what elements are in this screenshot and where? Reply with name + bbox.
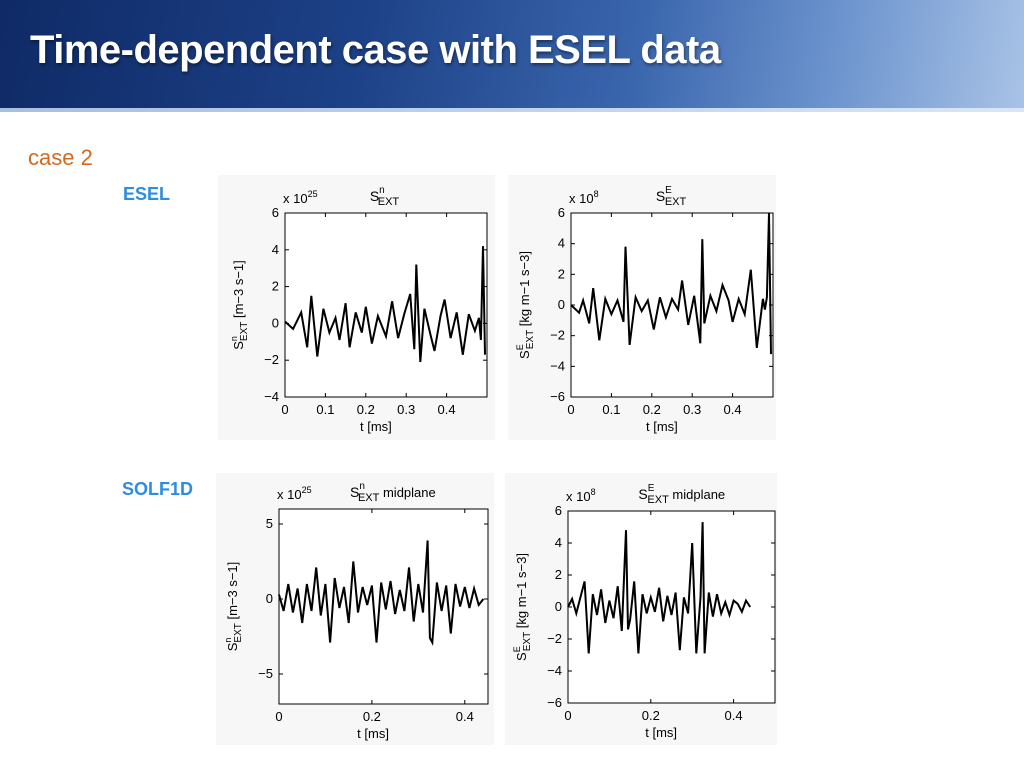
x-tick-label: 0.2 — [357, 402, 375, 417]
x-axis-label: t [ms] — [360, 419, 392, 434]
plot-area — [284, 212, 488, 398]
slide-title: Time-dependent case with ESEL data — [30, 28, 721, 72]
multiplier-label: x 1025 — [277, 485, 312, 502]
series-line — [567, 522, 752, 654]
y-tick-label: −4 — [547, 663, 562, 678]
y-tick-label: 0 — [555, 599, 562, 614]
y-tick-label: 4 — [272, 242, 279, 257]
series-line — [570, 212, 772, 355]
x-tick-label: 0.4 — [724, 402, 742, 417]
plot-area — [570, 212, 774, 398]
y-tick-label: 2 — [558, 266, 565, 281]
x-tick-label: 0.4 — [438, 402, 456, 417]
row-label-esel: ESEL — [123, 184, 171, 204]
y-axis-label: SnEXT [m−3 s−1] — [229, 260, 250, 350]
y-tick-label: −6 — [547, 695, 562, 710]
chart-panel-esel-se: −6 −4 −2 0 2 4 6 0 0.1 0.2 0.3 0.4 x 108 SE EXT t [ms] S… — [508, 175, 776, 440]
x-axis-label: t [ms] — [646, 419, 678, 434]
y-tick-label: −6 — [550, 389, 565, 404]
x-tick-label: 0 — [567, 402, 574, 417]
x-tick-label: 0.4 — [725, 708, 743, 723]
y-tick-label: 4 — [555, 535, 562, 550]
y-axis-label: SnEXT [m−3 s−1] — [223, 562, 244, 652]
multiplier-label: x 108 — [566, 487, 596, 504]
x-tick-label: 0 — [275, 709, 282, 724]
chart-solf1d-sn: −5 0 5 0 0.2 0.4 x 1025 Sn EXT midplane t [ms] SnE… — [223, 481, 489, 741]
y-tick-label: 2 — [272, 279, 279, 294]
chart-panel-esel-sn: −4 −2 0 2 4 6 0 0.1 0.2 0.3 0.4 x 1025 Sn EXT t [ms] Sn… — [218, 175, 495, 440]
y-tick-label: −4 — [264, 389, 279, 404]
x-tick-label: 0.2 — [643, 402, 661, 417]
case-label: case 2 — [28, 145, 93, 170]
y-axis-label: SEEXT [kg m−1 s−3] — [512, 553, 533, 661]
x-tick-label: 0.1 — [316, 402, 334, 417]
chart-panel-solf1d-se: −6 −4 −2 0 2 4 6 0 0.2 0.4 x 108 SE EXT midplane t [m… — [505, 473, 777, 745]
multiplier-label: x 108 — [569, 189, 599, 206]
chart-esel-sn: −4 −2 0 2 4 6 0 0.1 0.2 0.3 0.4 x 1025 Sn EXT t [ms] Sn… — [229, 185, 488, 434]
y-tick-label: 4 — [558, 236, 565, 251]
series-line — [284, 246, 486, 363]
y-tick-label: 0 — [266, 591, 273, 606]
y-tick-label: 0 — [558, 297, 565, 312]
x-axis-label: t [ms] — [645, 725, 677, 740]
x-tick-label: 0.1 — [602, 402, 620, 417]
y-tick-label: 2 — [555, 567, 562, 582]
x-tick-label: 0.4 — [456, 709, 474, 724]
row-label-solf1d: SOLF1D — [122, 479, 194, 499]
chart-title: Sn EXT midplane — [350, 481, 436, 504]
y-tick-label: −2 — [550, 328, 565, 343]
multiplier-label: x 1025 — [283, 189, 318, 206]
x-tick-label: 0 — [281, 402, 288, 417]
x-tick-label: 0 — [564, 708, 571, 723]
y-axis-label: SEEXT [kg m−1 s−3] — [515, 251, 536, 359]
y-tick-label: −2 — [264, 352, 279, 367]
chart-title: SE EXT — [656, 185, 687, 208]
y-tick-label: 6 — [558, 205, 565, 220]
y-tick-label: −5 — [258, 666, 273, 681]
y-tick-label: 0 — [272, 315, 279, 330]
x-axis-label: t [ms] — [357, 726, 389, 741]
series-line — [278, 540, 485, 647]
x-tick-label: 0.2 — [363, 709, 381, 724]
x-tick-label: 0.2 — [642, 708, 660, 723]
chart-title: Sn EXT — [370, 185, 400, 208]
chart-esel-se: −6 −4 −2 0 2 4 6 0 0.1 0.2 0.3 0.4 x 108 SE EXT t [ms] S… — [515, 185, 774, 434]
y-tick-label: 6 — [272, 205, 279, 220]
x-tick-label: 0.3 — [397, 402, 415, 417]
y-tick-label: 6 — [555, 503, 562, 518]
chart-title: SE EXT midplane — [638, 483, 725, 506]
y-tick-label: −2 — [547, 631, 562, 646]
chart-panel-solf1d-sn: −5 0 5 0 0.2 0.4 x 1025 Sn EXT midplane t [ms] SnE… — [216, 473, 494, 745]
chart-solf1d-se: −6 −4 −2 0 2 4 6 0 0.2 0.4 x 108 SE EXT midplane t [m… — [512, 483, 776, 740]
y-tick-label: 5 — [266, 516, 273, 531]
slide-header: Time-dependent case with ESEL data — [0, 0, 1024, 112]
y-tick-label: −4 — [550, 358, 565, 373]
x-tick-label: 0.3 — [683, 402, 701, 417]
